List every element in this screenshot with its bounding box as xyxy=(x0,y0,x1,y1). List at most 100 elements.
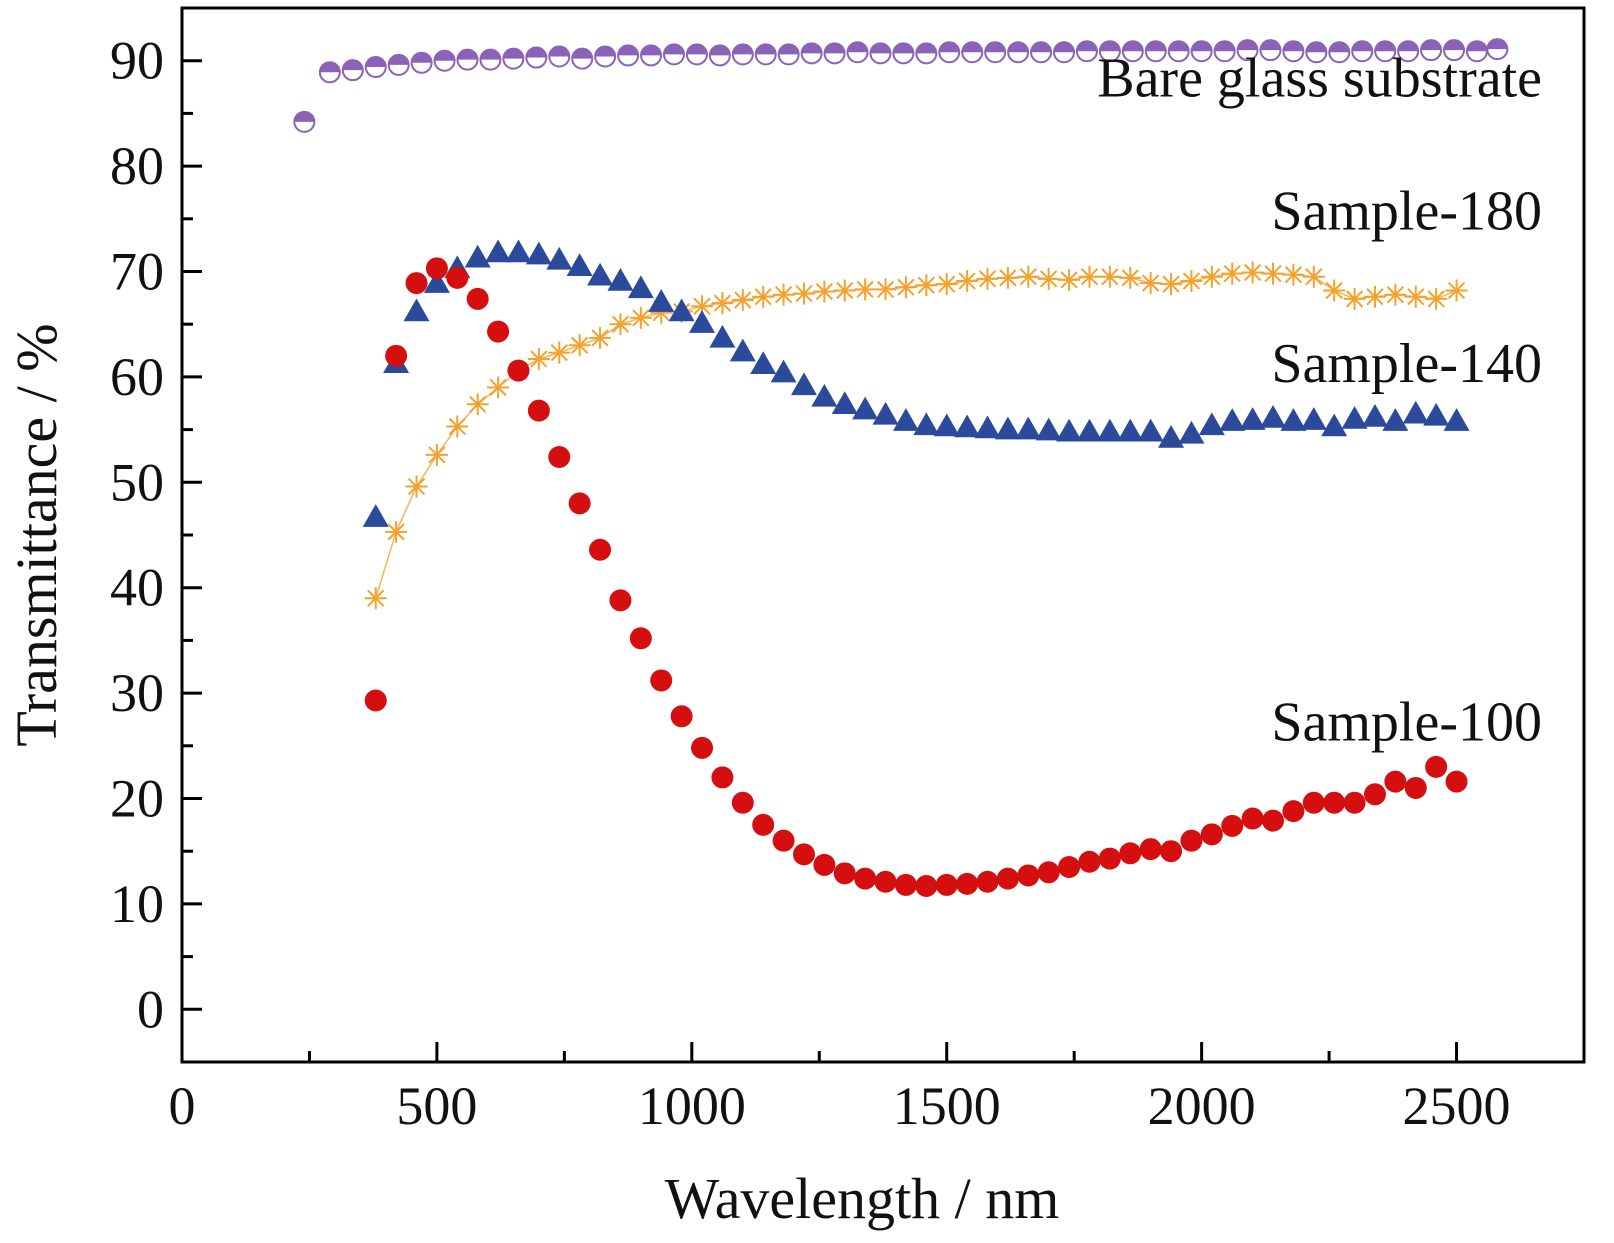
data-point xyxy=(446,266,469,289)
data-point xyxy=(668,298,695,322)
data-point xyxy=(568,334,591,357)
y-tick-label: 40 xyxy=(110,558,164,618)
data-point xyxy=(1119,266,1142,289)
data-point xyxy=(464,244,491,268)
data-point xyxy=(1321,413,1348,437)
data-point xyxy=(1190,40,1213,63)
data-point xyxy=(1015,416,1042,440)
data-point xyxy=(892,42,915,65)
x-tick-label: 0 xyxy=(169,1076,196,1136)
data-point xyxy=(1420,39,1443,62)
data-point xyxy=(1404,776,1427,799)
data-point xyxy=(425,257,448,280)
data-point xyxy=(1098,847,1121,870)
data-point xyxy=(405,475,428,498)
data-point xyxy=(1037,861,1060,884)
data-point xyxy=(403,298,430,322)
data-point xyxy=(487,320,510,343)
data-point xyxy=(792,282,815,305)
data-point xyxy=(502,47,525,70)
data-point xyxy=(709,324,736,348)
data-point xyxy=(954,414,981,438)
data-point xyxy=(777,43,800,66)
data-point xyxy=(729,338,756,362)
data-point xyxy=(1397,40,1420,63)
data-point xyxy=(708,44,731,67)
data-point xyxy=(587,262,614,286)
data-point xyxy=(731,43,754,66)
data-point xyxy=(1078,850,1101,873)
series-sample-140 xyxy=(362,239,1470,527)
data-point xyxy=(1213,40,1236,63)
data-point xyxy=(1056,418,1083,442)
data-point xyxy=(1465,40,1488,63)
data-point xyxy=(293,110,316,133)
data-point xyxy=(872,401,899,425)
data-point xyxy=(1382,408,1409,431)
data-point xyxy=(1144,40,1167,63)
data-point xyxy=(1374,40,1397,63)
data-marks xyxy=(293,38,1509,897)
data-point xyxy=(800,42,823,65)
data-point xyxy=(627,275,654,299)
data-point xyxy=(754,43,777,66)
data-point xyxy=(1445,279,1468,302)
data-point xyxy=(892,408,919,431)
data-point xyxy=(1328,41,1351,64)
data-point xyxy=(1363,285,1386,308)
x-axis-title: Wavelength / nm xyxy=(665,1166,1060,1231)
data-point xyxy=(1221,262,1244,285)
data-point xyxy=(1323,279,1346,302)
data-point xyxy=(466,393,489,416)
data-point xyxy=(609,313,632,336)
data-point xyxy=(1241,807,1264,830)
data-point xyxy=(894,276,917,299)
data-point xyxy=(1178,420,1205,444)
data-point xyxy=(1076,418,1103,442)
data-point xyxy=(589,326,612,349)
data-point xyxy=(1137,418,1164,442)
data-point xyxy=(994,416,1021,440)
data-point xyxy=(548,45,571,68)
data-point xyxy=(1282,263,1305,286)
series-sample-180 xyxy=(364,261,1468,610)
data-point xyxy=(833,862,856,885)
data-point xyxy=(318,61,341,84)
data-point xyxy=(1180,269,1203,292)
data-point xyxy=(1260,405,1287,428)
data-point xyxy=(505,239,532,263)
x-tick-label: 1500 xyxy=(893,1076,1001,1136)
data-point xyxy=(1058,268,1081,291)
data-point xyxy=(387,53,410,76)
data-point xyxy=(974,415,1001,439)
data-point xyxy=(1343,791,1366,814)
data-point xyxy=(362,504,389,527)
data-point xyxy=(1098,265,1121,288)
series-label: Sample-180 xyxy=(1271,180,1542,242)
data-point xyxy=(525,46,548,69)
y-tick-label: 50 xyxy=(110,452,164,512)
data-point xyxy=(846,41,869,64)
data-point xyxy=(1007,41,1030,64)
data-point xyxy=(1300,407,1327,430)
data-point xyxy=(364,689,387,712)
data-point xyxy=(1139,838,1162,861)
data-point xyxy=(685,43,708,66)
data-point xyxy=(456,48,479,71)
data-point xyxy=(1341,406,1368,429)
data-point xyxy=(1259,39,1282,62)
data-point xyxy=(1167,40,1190,63)
data-point xyxy=(1343,287,1366,310)
data-point xyxy=(1198,412,1225,436)
data-point xyxy=(527,347,550,370)
series-label: Sample-100 xyxy=(1271,692,1542,754)
data-point xyxy=(589,538,612,561)
data-point xyxy=(1423,402,1450,426)
data-point xyxy=(629,627,652,650)
data-point xyxy=(772,829,795,852)
data-point xyxy=(691,736,714,759)
data-point xyxy=(1442,39,1465,62)
data-point xyxy=(711,766,734,789)
data-point xyxy=(1180,829,1203,852)
